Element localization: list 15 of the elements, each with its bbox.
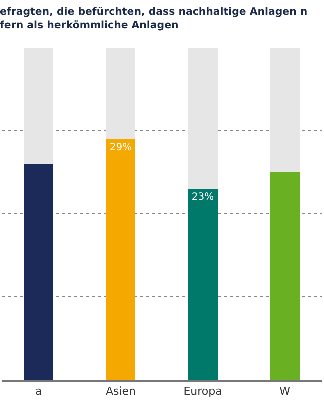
data-label: 23% bbox=[192, 192, 214, 204]
x-tick-label: Europa bbox=[184, 384, 222, 398]
bar bbox=[24, 164, 54, 380]
bar bbox=[106, 139, 136, 380]
chart-title: efragten, die befürchten, dass nachhaltige Anlagen n fern als herkömmliche Anlagen bbox=[0, 7, 308, 32]
bar bbox=[106, 48, 136, 140]
bar bbox=[188, 48, 218, 190]
bar bbox=[270, 172, 300, 380]
x-tick-label: Asien bbox=[106, 384, 136, 398]
x-tick-label: W bbox=[280, 384, 291, 398]
bar bbox=[270, 48, 300, 172]
x-tick-label: a bbox=[36, 384, 42, 398]
bar bbox=[24, 48, 54, 164]
data-label: 29% bbox=[110, 142, 132, 154]
bar bbox=[188, 189, 218, 380]
